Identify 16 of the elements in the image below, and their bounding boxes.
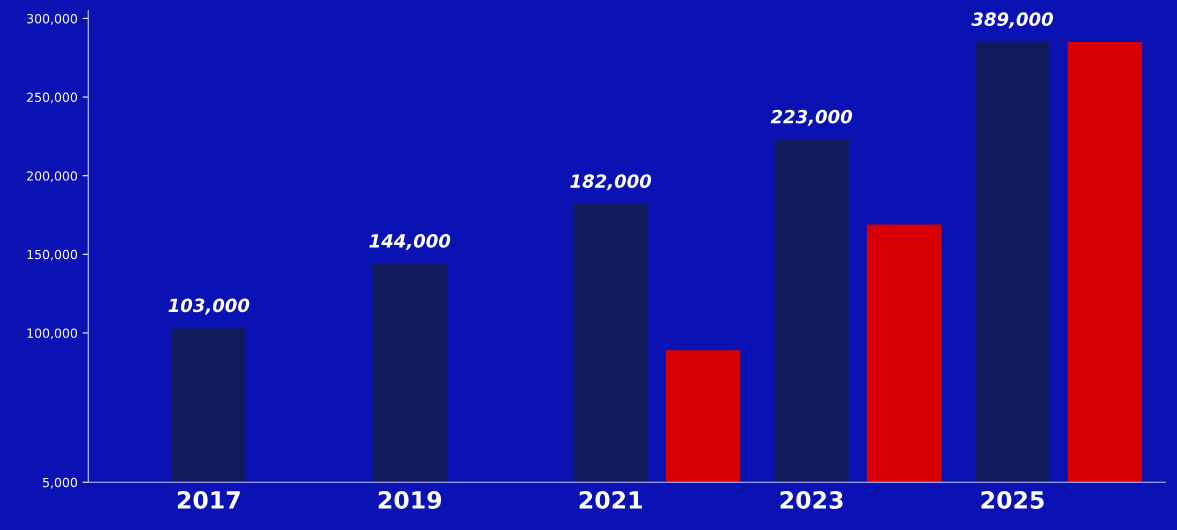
- data-label: 103,000: [168, 298, 250, 315]
- y-tick-label: 200,000: [27, 171, 78, 182]
- x-tick-label: 2017: [177, 491, 240, 509]
- data-label: 144,000: [369, 234, 451, 250]
- y-tick-label: 100,000: [27, 328, 78, 340]
- x-tick-label: 2019: [378, 491, 442, 509]
- x-tick-label: 2023: [780, 491, 843, 509]
- annotation: 389,000: [971, 12, 1053, 29]
- x-tick-label: 2025: [981, 491, 1044, 509]
- y-tick-label: 300,000: [27, 13, 78, 25]
- data-label: 182,000: [570, 174, 652, 191]
- y-tick-label: 250,000: [27, 92, 78, 104]
- data-label: 223,000: [770, 109, 853, 126]
- x-tick-label: 2021: [579, 491, 642, 509]
- y-tick-label: 150,000: [27, 249, 78, 261]
- y-tick-label: 5,000: [43, 477, 78, 489]
